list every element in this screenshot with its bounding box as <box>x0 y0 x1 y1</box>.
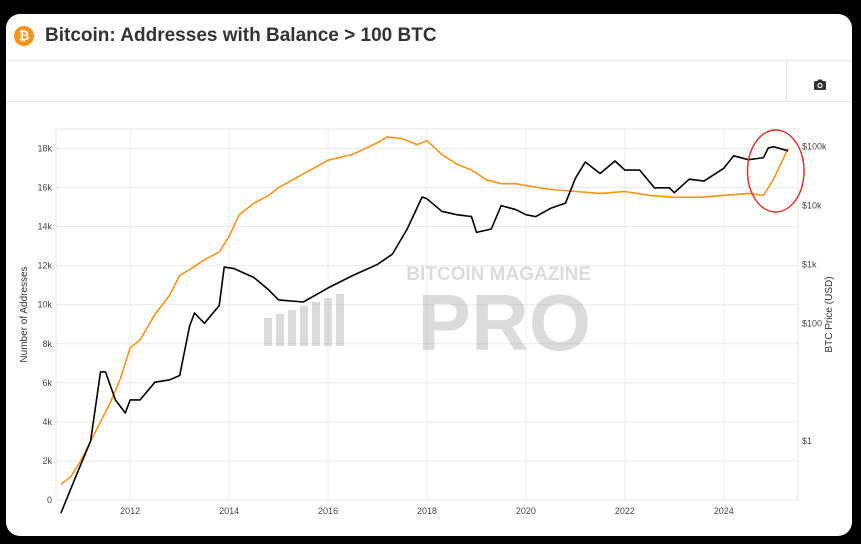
x-tick-label: 2022 <box>615 506 635 516</box>
y-tick-label: 16k <box>37 183 52 193</box>
watermark-bar <box>336 294 344 346</box>
y-tick-label: 14k <box>37 222 52 232</box>
y-tick-label: 0 <box>47 495 52 505</box>
camera-icon[interactable] <box>813 78 827 92</box>
y-axis-title: Number of Addresses <box>19 266 30 362</box>
watermark-bar <box>300 306 308 346</box>
y-tick-label: 2k <box>42 456 52 466</box>
bitcoin-logo-icon: ₿ <box>14 26 34 46</box>
btc-price-series-line <box>60 145 789 514</box>
watermark-bar <box>312 302 320 346</box>
y-tick-label: 4k <box>42 417 52 427</box>
toolbar-divider <box>6 101 852 102</box>
x-tick-label: 2024 <box>714 506 734 516</box>
y-tick-label: 18k <box>37 144 52 154</box>
x-tick-label: 2018 <box>417 506 437 516</box>
x-tick-label: 2012 <box>120 506 140 516</box>
addresses-series-line <box>60 136 789 486</box>
x-tick-label: 2014 <box>219 506 239 516</box>
chart-svg: 0 2k 4k 6k 8k 10k 12k 14k 16k 18k 2012 2014 2016 2018… <box>19 128 835 516</box>
watermark-bar <box>324 298 332 346</box>
chart-header: ₿ Bitcoin: Addresses with Balance > 100 … <box>6 14 852 61</box>
y2-tick-label: $100k <box>802 142 827 152</box>
toolbar-separator <box>786 60 787 101</box>
y2-tick-label: $1k <box>802 259 817 269</box>
y2-tick-label: $10k <box>802 201 822 211</box>
y-tick-label: 8k <box>42 339 52 349</box>
x-tick-label: 2016 <box>318 506 338 516</box>
watermark-line1: BITCOIN MAGAZINE <box>406 264 591 285</box>
watermark-bar <box>264 318 272 346</box>
y-tick-label: 12k <box>37 261 52 271</box>
watermark-bar <box>276 314 284 346</box>
y2-tick-label: $100 <box>802 318 822 328</box>
highlight-ellipse <box>746 129 805 213</box>
y2-tick-label: $1 <box>802 436 812 446</box>
chart-card: ₿ Bitcoin: Addresses with Balance > 100 … <box>6 14 852 536</box>
watermark-line2: PRO <box>418 278 591 367</box>
y-tick-label: 6k <box>42 378 52 388</box>
y2-axis-title: BTC Price (USD) <box>824 276 835 352</box>
x-tick-label: 2020 <box>516 506 536 516</box>
chart-title: Bitcoin: Addresses with Balance > 100 BT… <box>45 25 437 46</box>
y-tick-label: 10k <box>37 300 52 310</box>
watermark-bar <box>288 310 296 346</box>
